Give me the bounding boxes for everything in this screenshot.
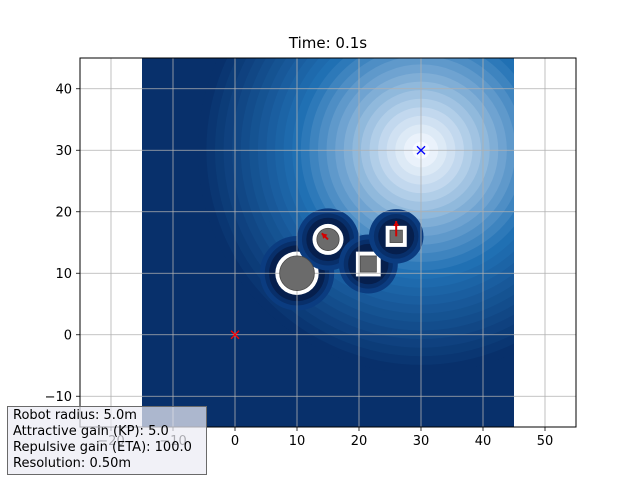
start-marker xyxy=(230,330,240,340)
obstacle-square xyxy=(359,255,377,273)
obstacle-circle xyxy=(279,255,315,292)
info-box: Robot radius: 5.0m Attractive gain (KP):… xyxy=(7,406,207,475)
robot-radius-text: Robot radius: 5.0m xyxy=(13,408,137,423)
y-tick-label: −10 xyxy=(45,390,72,405)
y-tick-label: 0 xyxy=(64,328,72,343)
attractive-gain-text: Attractive gain (KP): 5.0 xyxy=(13,424,169,439)
grid xyxy=(80,58,576,427)
x-tick-label: 20 xyxy=(351,434,368,449)
y-tick-label: 40 xyxy=(55,82,72,97)
repulsive-gain-text: Repulsive gain (ETA): 100.0 xyxy=(13,440,192,455)
x-tick-label: 40 xyxy=(475,434,492,449)
velocity-arrow-head xyxy=(393,220,400,226)
goal-marker-stroke xyxy=(416,145,426,155)
x-tick-label: 30 xyxy=(413,434,430,449)
obstacles xyxy=(279,220,403,292)
y-tick-label: 20 xyxy=(55,205,72,220)
chart-title: Time: 0.1s xyxy=(288,34,367,52)
y-tick-label: 10 xyxy=(55,267,72,282)
velocity-arrow-head xyxy=(321,233,328,239)
axes-frame xyxy=(79,57,577,428)
x-tick-label: 10 xyxy=(289,434,306,449)
start-marker-stroke xyxy=(230,330,240,340)
y-tick-label: 30 xyxy=(55,144,72,159)
x-tick-label: 0 xyxy=(231,434,239,449)
resolution-text: Resolution: 0.50m xyxy=(13,456,132,471)
x-tick-label: 50 xyxy=(537,434,554,449)
markers xyxy=(230,145,426,340)
goal-marker xyxy=(416,145,426,155)
